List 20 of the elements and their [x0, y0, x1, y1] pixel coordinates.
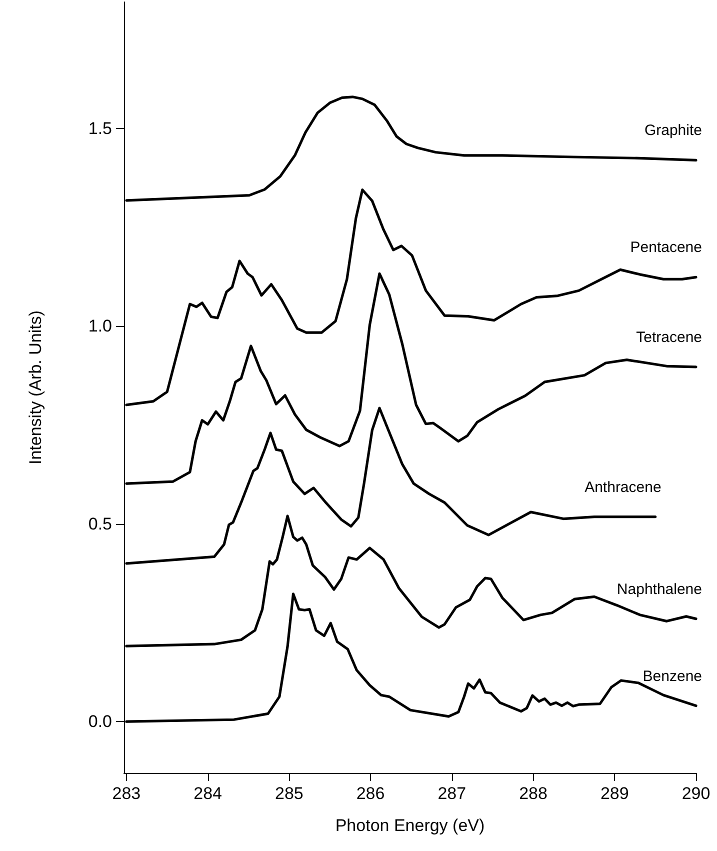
x-tick-label: 287 — [438, 784, 466, 803]
series-label: Anthracene — [584, 478, 662, 496]
x-tick-label: 286 — [356, 784, 385, 803]
x-tick-label: 288 — [519, 784, 548, 803]
y-tick-label: 1.5 — [88, 119, 112, 138]
series-label: Tetracene — [636, 328, 702, 346]
x-tick-label: 285 — [274, 784, 304, 803]
series-label: Pentacene — [630, 239, 702, 256]
x-tick-label: 290 — [682, 784, 710, 803]
x-tick-label: 284 — [194, 784, 222, 803]
y-tick-label: 1.0 — [88, 316, 112, 336]
series-label: Naphthalene — [616, 580, 702, 598]
x-tick-label: 283 — [112, 784, 141, 803]
x-axis-title: Photon Energy (eV) — [335, 816, 485, 835]
series-label: Benzene — [642, 668, 702, 685]
y-tick-label: 0.5 — [88, 514, 112, 534]
y-axis-title: Intensity (Arb. Units) — [26, 310, 45, 464]
x-tick-label: 289 — [600, 784, 629, 803]
series-label: Graphite — [644, 122, 702, 140]
y-tick-label: 0.0 — [88, 712, 112, 732]
